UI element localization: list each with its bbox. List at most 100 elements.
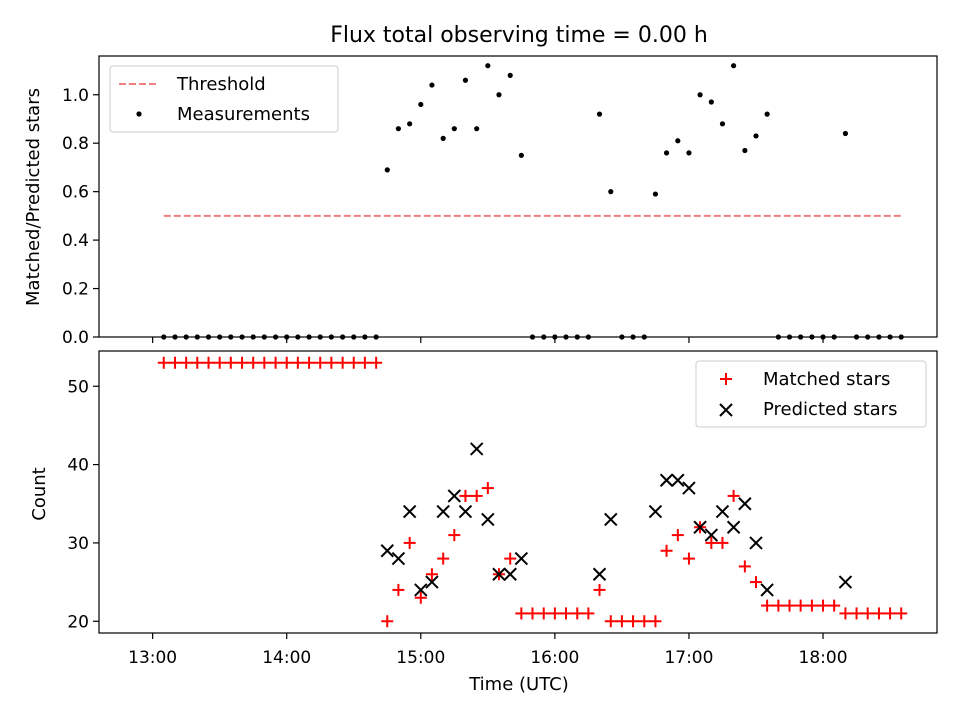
predicted-star-stroke bbox=[469, 442, 484, 456]
predicted-star-stroke bbox=[447, 489, 462, 503]
matched-star-point bbox=[705, 536, 718, 549]
measurement-point bbox=[429, 82, 435, 88]
matched-star-point bbox=[459, 489, 472, 502]
matched-star-point bbox=[325, 356, 338, 369]
predicted-star-stroke bbox=[838, 575, 853, 589]
predicted-star-stroke bbox=[659, 473, 674, 487]
matched-star-point bbox=[347, 356, 360, 369]
predicted-star-point bbox=[592, 567, 607, 581]
predicted-star-point bbox=[503, 567, 517, 581]
matched-star-point bbox=[872, 607, 885, 620]
predicted-star-point bbox=[726, 520, 741, 534]
measurement-point bbox=[496, 92, 502, 98]
matched-star-point bbox=[448, 529, 461, 542]
matched-star-point bbox=[392, 583, 405, 596]
matched-star-point bbox=[839, 607, 852, 620]
measurement-point bbox=[418, 101, 424, 108]
legend-predicted-swatch bbox=[719, 403, 733, 417]
matched-star-point bbox=[314, 356, 327, 369]
predicted-star-stroke bbox=[481, 512, 495, 527]
x-tick-label: 13:00 bbox=[128, 648, 177, 668]
measurement-point bbox=[485, 63, 491, 69]
matched-star-point bbox=[191, 356, 204, 369]
predicted-star-point bbox=[604, 512, 618, 527]
matched-star-point bbox=[761, 599, 774, 612]
predicted-star-point bbox=[492, 567, 506, 581]
matched-star-point bbox=[749, 576, 762, 589]
predicted-star-stroke bbox=[514, 551, 529, 566]
measurement-point bbox=[474, 126, 480, 132]
predicted-star-point bbox=[447, 489, 462, 503]
bottom-legend-box bbox=[695, 360, 927, 428]
matched-star-point bbox=[437, 552, 450, 565]
predicted-star-stroke bbox=[693, 520, 707, 534]
predicted-star-stroke bbox=[436, 504, 450, 519]
predicted-star-point bbox=[760, 583, 774, 597]
predicted-star-stroke bbox=[749, 536, 763, 550]
predicted-star-stroke bbox=[391, 551, 406, 566]
predicted-star-point bbox=[481, 512, 495, 527]
matched-star-point bbox=[615, 615, 628, 628]
chart-title: Flux total observing time = 0.00 h bbox=[330, 23, 708, 48]
predicted-star-stroke bbox=[425, 575, 439, 589]
matched-star-point bbox=[772, 599, 785, 612]
measurement-point bbox=[596, 111, 603, 117]
matched-star-point bbox=[269, 356, 282, 369]
legend-measurements-swatch bbox=[136, 111, 142, 117]
bottom-plot-frame bbox=[98, 350, 938, 634]
matched-star-point bbox=[280, 356, 293, 369]
measurement-point bbox=[842, 130, 849, 137]
matched-star-point bbox=[805, 599, 818, 612]
bottom-y-tick-label: 50 bbox=[67, 377, 89, 397]
matched-star-point bbox=[537, 607, 550, 620]
predicted-star-point bbox=[425, 575, 439, 589]
predicted-star-point bbox=[380, 544, 394, 558]
predicted-star-stroke bbox=[648, 504, 663, 519]
predicted-star-point bbox=[682, 481, 696, 495]
matched-star-point bbox=[604, 615, 617, 628]
matched-star-point bbox=[470, 489, 483, 502]
matched-star-point bbox=[358, 356, 371, 369]
predicted-star-stroke bbox=[671, 473, 685, 487]
top-y-tick-label: 0.2 bbox=[62, 280, 89, 300]
bottom-legend: Matched stars Predicted stars bbox=[695, 360, 927, 428]
matched-star-point bbox=[336, 356, 349, 369]
predicted-star-point bbox=[514, 551, 529, 566]
measurement-point bbox=[731, 63, 737, 69]
matched-star-point bbox=[224, 356, 237, 369]
matched-star-point bbox=[157, 356, 170, 369]
measurement-point bbox=[608, 189, 614, 195]
legend-matched-swatch bbox=[720, 373, 732, 385]
legend-matched-label: Matched stars bbox=[763, 369, 890, 390]
bottom-x-ticks: 13:00 14:00 15:00 16:00 17:00 18:00 bbox=[128, 633, 848, 668]
top-legend: Threshold Measurements bbox=[109, 65, 339, 133]
predicted-star-point bbox=[659, 473, 674, 487]
bottom-y-tick-label: 40 bbox=[67, 456, 89, 476]
predicted-star-point bbox=[458, 504, 473, 519]
predicted-star-stroke bbox=[738, 497, 752, 511]
predicted-star-stroke bbox=[726, 520, 741, 534]
measurement-point bbox=[507, 72, 513, 78]
matched-star-point bbox=[213, 356, 226, 369]
top-plot-frame bbox=[98, 55, 938, 338]
measurement-point bbox=[440, 135, 446, 141]
matched-star-point bbox=[381, 615, 394, 628]
legend-predicted-label: Predicted stars bbox=[763, 399, 897, 420]
legend-measurements-label: Measurements bbox=[177, 104, 310, 125]
predicted-star-point bbox=[749, 536, 763, 550]
predicted-star-stroke bbox=[715, 504, 730, 519]
matched-star-point bbox=[638, 615, 651, 628]
predicted-star-point bbox=[648, 504, 663, 519]
bottom-y-tick-label: 20 bbox=[67, 612, 89, 632]
measurement-point bbox=[663, 150, 670, 156]
predicted-star-point bbox=[469, 442, 484, 456]
x-tick-label: 14:00 bbox=[262, 648, 311, 668]
measurement-point bbox=[753, 133, 759, 139]
matched-star-point bbox=[548, 607, 561, 620]
legend-threshold-label: Threshold bbox=[176, 74, 266, 95]
matched-star-point bbox=[884, 607, 897, 620]
matched-star-point bbox=[236, 356, 249, 369]
matched-star-point bbox=[716, 536, 729, 549]
matched-star-point bbox=[247, 356, 260, 369]
predicted-star-point bbox=[671, 473, 685, 487]
